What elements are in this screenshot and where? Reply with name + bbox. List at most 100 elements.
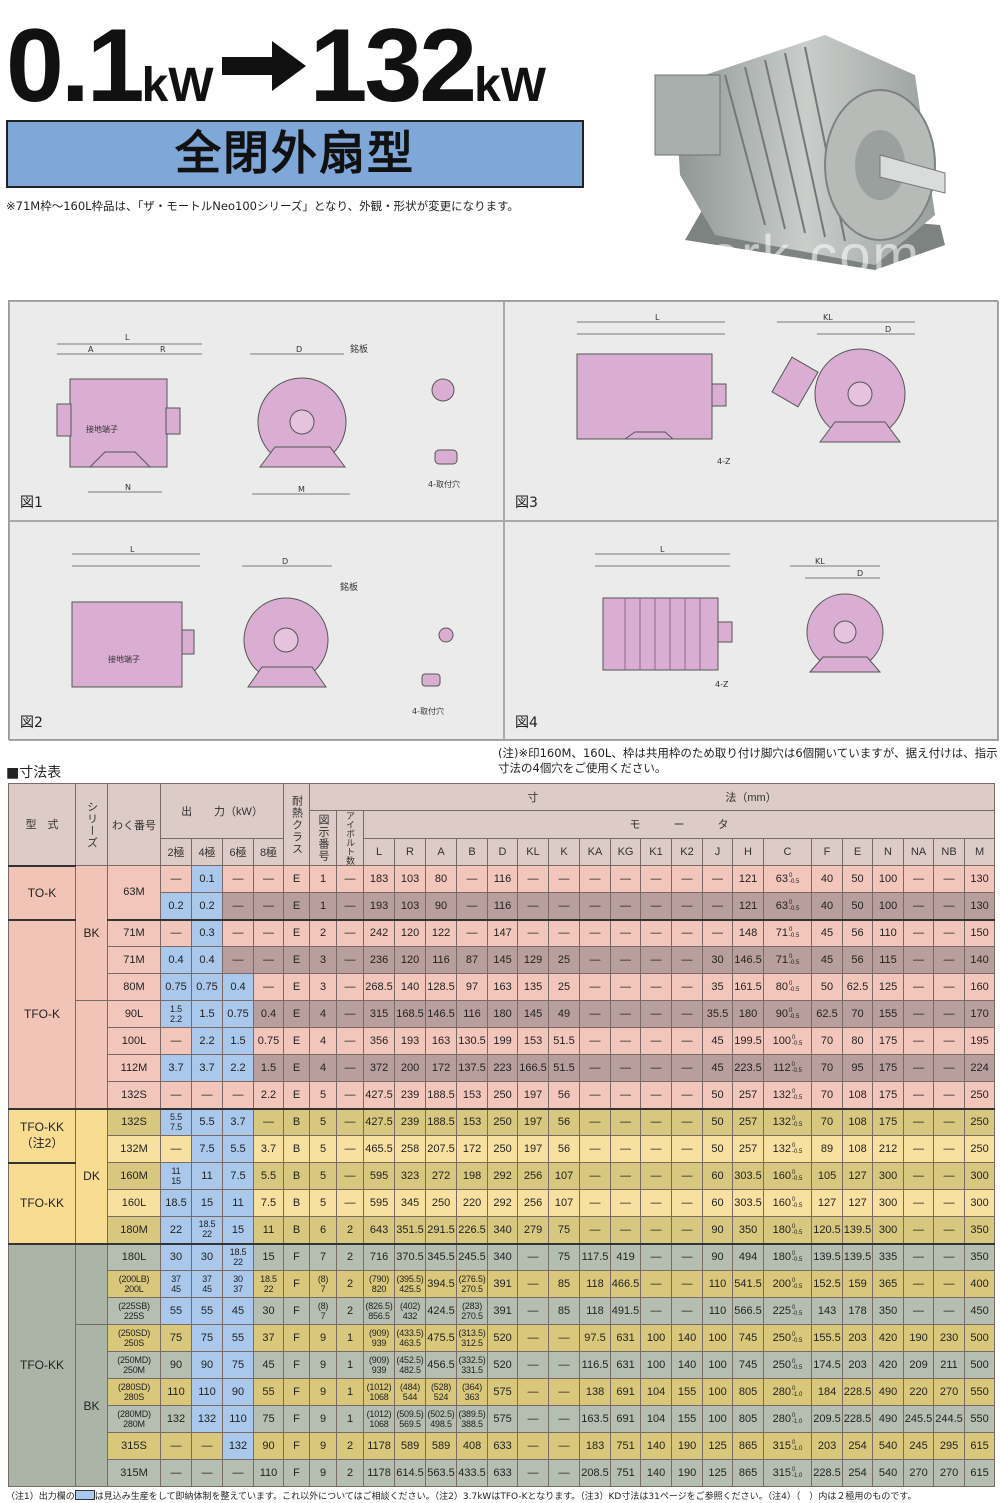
cell-frame: 132M bbox=[107, 1135, 161, 1163]
cell-na: — bbox=[903, 1189, 935, 1217]
two-line-value: (452.5) 482.5 bbox=[396, 1354, 424, 1375]
cell-f: 40 bbox=[811, 892, 844, 920]
cell-k1: — bbox=[640, 946, 673, 974]
cell-output-6極: 45 bbox=[222, 1297, 254, 1325]
cell-output-8極: — bbox=[252, 946, 285, 974]
cell-k1: — bbox=[640, 865, 673, 893]
cell-r: 200 bbox=[394, 1054, 427, 1082]
mounting-holes-label: 4-取付穴 bbox=[428, 479, 460, 489]
cell-c: 280 0 -1.0 bbox=[763, 1378, 813, 1406]
header-dim-m: M bbox=[964, 837, 996, 866]
cell-d: 633 bbox=[487, 1459, 519, 1487]
cell-k2: — bbox=[671, 1270, 704, 1298]
cell-a: 394.5 bbox=[425, 1270, 458, 1298]
cell-m: 170 bbox=[964, 1000, 996, 1028]
cell-kl: 197 bbox=[517, 1135, 550, 1163]
enclosure-type-banner: 全閉外扇型 bbox=[6, 120, 584, 188]
tolerance: 0 -0.5 bbox=[792, 1197, 803, 1210]
figure-label: 図1 bbox=[20, 495, 43, 511]
cell-f: 50 bbox=[811, 973, 844, 1001]
cell-heat-class: B bbox=[283, 1135, 311, 1163]
cell-e: 70 bbox=[842, 1000, 874, 1028]
headline-output-range: 0.1kW 132kW bbox=[6, 14, 550, 118]
cell-kg: 751 bbox=[610, 1432, 642, 1460]
cell-output-2極: 0.75 bbox=[160, 973, 192, 1001]
table-row: 315M — — —110 F 9 2 1178 614.5 563.5 433.5 633— —208… bbox=[9, 1459, 996, 1487]
cell-heat-class: F bbox=[283, 1242, 311, 1271]
cell-j: — bbox=[702, 918, 734, 947]
dimension-table: 型 式 シリーズ わく番号 出 力（kW） 耐熱クラス 寸 法（mm） 図示番号… bbox=[8, 783, 996, 1487]
two-line-value: (280MD) 280M bbox=[117, 1408, 151, 1429]
cell-j: 90 bbox=[702, 1216, 734, 1244]
cell-d: 391 bbox=[487, 1270, 519, 1298]
cell-output-2極: — bbox=[160, 918, 192, 947]
cell-k2: — bbox=[671, 1162, 704, 1190]
cell-a: 207.5 bbox=[425, 1135, 458, 1163]
header-eyebolt-label: アイボルト数 bbox=[345, 811, 356, 865]
cell-eyebolt: — bbox=[336, 1000, 365, 1028]
cell-frame: 160L bbox=[107, 1189, 161, 1217]
cell-f: 70 bbox=[811, 1107, 844, 1136]
cell-m: 500 bbox=[964, 1351, 996, 1379]
cell-k2: — bbox=[671, 973, 704, 1001]
table-row: 132S — — —2.2 E 5—427.5 239 188.5 153 250 197 56— — —… bbox=[9, 1081, 996, 1109]
cell-r: 168.5 bbox=[394, 1000, 427, 1028]
cell-k: 56 bbox=[548, 1107, 581, 1136]
cell-output-2極: 30 bbox=[160, 1242, 192, 1271]
table-footnote: （注1）出力欄の は見込み生産をして即納体制を整えています。これ以外についてはご相… bbox=[6, 1490, 998, 1503]
cell-d: 116 bbox=[487, 865, 519, 893]
cell-k1: — bbox=[640, 1270, 673, 1298]
cell-n: 300 bbox=[872, 1162, 905, 1190]
figure-label: 図4 bbox=[515, 715, 538, 731]
cell-j: 60 bbox=[702, 1162, 734, 1190]
cell-eyebolt: 1 bbox=[336, 1378, 365, 1406]
two-line-value: 1.5 2.2 bbox=[170, 1003, 182, 1024]
cell-type: TFO-KK bbox=[8, 1161, 76, 1244]
cell-c: 80 0 -0.5 bbox=[763, 973, 813, 1001]
cell-f: 120.5 bbox=[811, 1216, 844, 1244]
cell-kg: — bbox=[610, 1081, 642, 1109]
cell-l: 1178 bbox=[363, 1432, 396, 1460]
cell-ka: 116.5 bbox=[579, 1351, 612, 1379]
svg-text:KL: KL bbox=[823, 313, 833, 322]
cell-kg: — bbox=[610, 1107, 642, 1136]
cell-c: 63 0 -0.5 bbox=[763, 892, 813, 920]
cell-eyebolt: 1 bbox=[336, 1405, 365, 1433]
cell-heat-class: E bbox=[283, 1081, 311, 1109]
cell-h: 350 bbox=[732, 1216, 765, 1244]
cell-nb: 244.5 bbox=[933, 1405, 966, 1433]
cell-l: (826.5) 856.5 bbox=[363, 1297, 396, 1325]
two-line-value: 37 45 bbox=[171, 1273, 181, 1294]
cell-e: 228.5 bbox=[842, 1378, 874, 1406]
two-line-value: (402) 432 bbox=[400, 1300, 421, 1321]
cell-ka: — bbox=[579, 1135, 612, 1163]
cell-b: — bbox=[456, 892, 489, 920]
cell-kg: — bbox=[610, 1054, 642, 1082]
cell-b: 153 bbox=[456, 1107, 489, 1136]
header-dim-k1: K1 bbox=[640, 837, 673, 866]
cell-output-2極: — bbox=[160, 1459, 192, 1487]
cell-output-2極: 22 bbox=[160, 1216, 192, 1244]
cell-r: (452.5) 482.5 bbox=[394, 1351, 427, 1379]
cell-e: 159 bbox=[842, 1270, 874, 1298]
cell-n: 155 bbox=[872, 1000, 905, 1028]
cell-figure-no: 4 bbox=[309, 1027, 338, 1055]
svg-text:L: L bbox=[125, 333, 130, 342]
cell-c: 280 0 -1.0 bbox=[763, 1405, 813, 1433]
cell-ka: 117.5 bbox=[579, 1242, 612, 1271]
cell-kl: 256 bbox=[517, 1189, 550, 1217]
cell-output-4極: — bbox=[191, 1432, 223, 1460]
cell-ka: — bbox=[579, 1027, 612, 1055]
table-row: BK (250SD) 250S 75 75 55 37 F 9 1 (909) 939 (433.5) 4… bbox=[9, 1324, 996, 1487]
cell-c: 100 0 -0.5 bbox=[763, 1027, 813, 1055]
cell-l: (1012) 1068 bbox=[363, 1405, 396, 1433]
two-line-value: (1012) 1068 bbox=[366, 1408, 392, 1429]
table-title: ■寸法表 bbox=[6, 765, 62, 781]
table-row: 160L 18.5 15 11 7.5 B 5—595 345 250 220 292 256 107—… bbox=[9, 1189, 996, 1217]
dimension-table-section: 型 式 シリーズ わく番号 出 力（kW） 耐熱クラス 寸 法（mm） 図示番号… bbox=[6, 783, 996, 1503]
cell-k1: — bbox=[640, 892, 673, 920]
svg-text:D: D bbox=[857, 569, 863, 578]
two-line-value: 18.5 22 bbox=[229, 1246, 247, 1267]
cell-output-8極: 55 bbox=[252, 1378, 285, 1406]
cell-heat-class: F bbox=[283, 1270, 311, 1298]
